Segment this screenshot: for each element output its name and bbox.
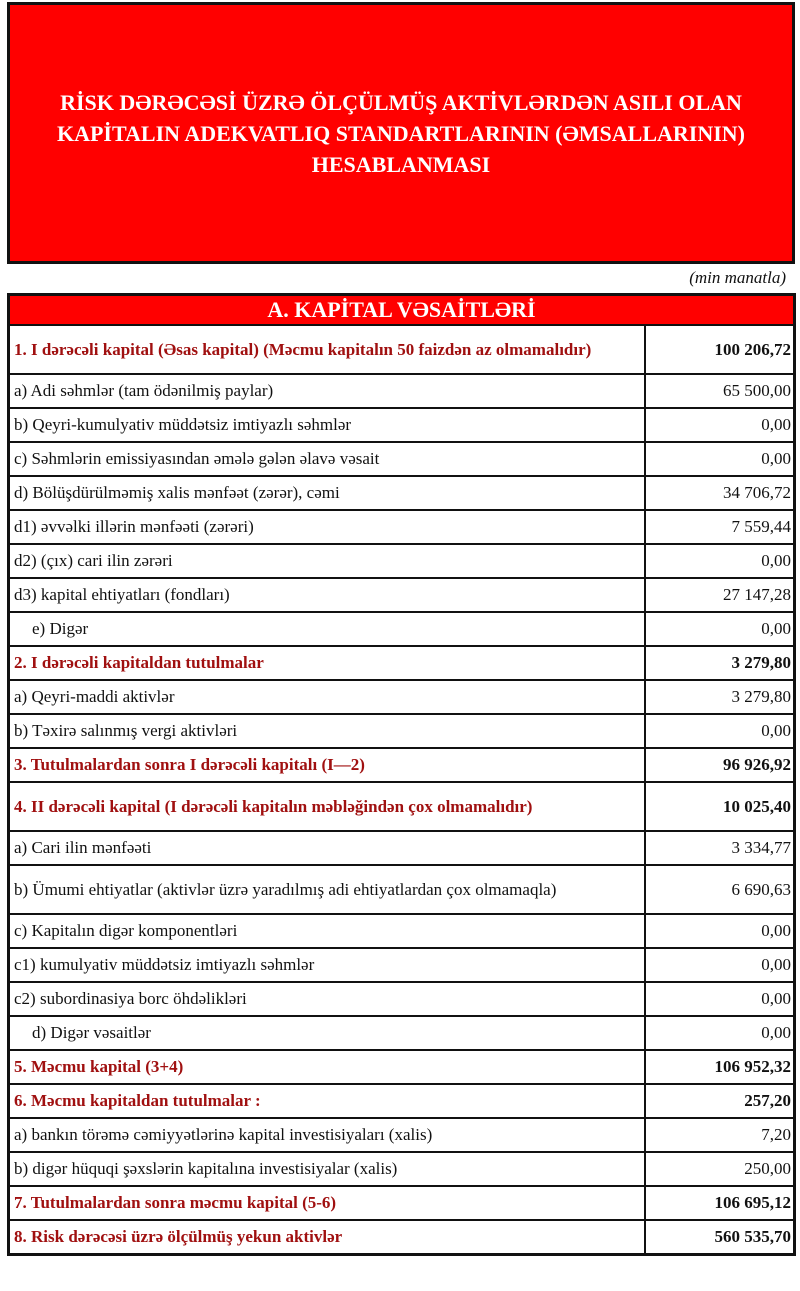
row-value: 560 535,70	[644, 1219, 796, 1256]
row-value: 0,00	[644, 441, 796, 477]
row-label: d1) əvvəlki illərin mənfəəti (zərəri)	[7, 509, 646, 545]
row-value: 0,00	[644, 407, 796, 443]
table-row: 8. Risk dərəcəsi üzrə ölçülmüş yekun akt…	[7, 1219, 796, 1256]
row-label: 6. Məcmu kapitaldan tutulmalar :	[7, 1083, 646, 1119]
table-row: c) Səhmlərin emissiyasından əmələ gələn …	[7, 441, 796, 477]
row-label: 1. I dərəcəli kapital (Əsas kapital) (Mə…	[7, 324, 646, 375]
row-label: a) Cari ilin mənfəəti	[7, 830, 646, 866]
row-value: 7,20	[644, 1117, 796, 1153]
table-row: d1) əvvəlki illərin mənfəəti (zərəri) 7 5…	[7, 509, 796, 545]
row-label: a) Adi səhmlər (tam ödənilmiş paylar)	[7, 373, 646, 409]
table-row: 6. Məcmu kapitaldan tutulmalar :257,20	[7, 1083, 796, 1119]
row-value: 106 952,32	[644, 1049, 796, 1085]
row-label: d3) kapital ehtiyatları (fondları)	[7, 577, 646, 613]
row-value: 3 279,80	[644, 645, 796, 681]
row-value: 0,00	[644, 947, 796, 983]
table-row: 5. Məcmu kapital (3+4) 106 952,32	[7, 1049, 796, 1085]
capital-table: A. KAPİTAL VƏSAİTLƏRİ 1. I dərəcəli kapi…	[7, 293, 796, 1256]
table-row: 4. II dərəcəli kapital (I dərəcəli kapit…	[7, 781, 796, 832]
table-row: b) Ümumi ehtiyatlar (aktivlər üzrə yarad…	[7, 864, 796, 915]
row-label: c) Kapitalın digər komponentləri	[7, 913, 646, 949]
row-value: 106 695,12	[644, 1185, 796, 1221]
table-row: a) Cari ilin mənfəəti 3 334,77	[7, 830, 796, 866]
table-row: 1. I dərəcəli kapital (Əsas kapital) (Mə…	[7, 324, 796, 375]
row-value: 257,20	[644, 1083, 796, 1119]
row-value: 100 206,72	[644, 324, 796, 375]
row-value: 6 690,63	[644, 864, 796, 915]
row-label: 4. II dərəcəli kapital (I dərəcəli kapit…	[7, 781, 646, 832]
row-label: c2) subordinasiya borc öhdəlikləri	[7, 981, 646, 1017]
report-title-text: RİSK DƏRƏCƏSİ ÜZRƏ ÖLÇÜLMÜŞ AKTİVLƏRDƏN …	[56, 89, 745, 177]
row-value: 27 147,28	[644, 577, 796, 613]
row-label: b) Qeyri-kumulyativ müddətsiz imtiyazlı …	[7, 407, 646, 443]
row-value: 3 334,77	[644, 830, 796, 866]
table-row: d) Bölüşdürülməmiş xalis mənfəət (zərər)…	[7, 475, 796, 511]
row-value: 0,00	[644, 981, 796, 1017]
row-label: e) Digər	[7, 611, 646, 647]
row-label: 8. Risk dərəcəsi üzrə ölçülmüş yekun akt…	[7, 1219, 646, 1256]
row-value: 7 559,44	[644, 509, 796, 545]
unit-label: (min manatla)	[689, 268, 786, 287]
row-label: 5. Məcmu kapital (3+4)	[7, 1049, 646, 1085]
row-label: c) Səhmlərin emissiyasından əmələ gələn …	[7, 441, 646, 477]
row-label: 3. Tutulmalardan sonra I dərəcəli kapita…	[7, 747, 646, 783]
row-value: 65 500,00	[644, 373, 796, 409]
row-value: 3 279,80	[644, 679, 796, 715]
row-label: a) Qeyri-maddi aktivlər	[7, 679, 646, 715]
row-value: 96 926,92	[644, 747, 796, 783]
table-row: b) digər hüquqi şəxslərin kapitalına inv…	[7, 1151, 796, 1187]
row-value: 250,00	[644, 1151, 796, 1187]
row-value: 10 025,40	[644, 781, 796, 832]
row-label: c1) kumulyativ müddətsiz imtiyazlı səhml…	[7, 947, 646, 983]
table-row: d3) kapital ehtiyatları (fondları) 27 147…	[7, 577, 796, 613]
table-row: 7. Tutulmalardan sonra məcmu kapital (5-…	[7, 1185, 796, 1221]
row-value: 0,00	[644, 1015, 796, 1051]
table-row: d2) (çıx) cari ilin zərəri 0,00	[7, 543, 796, 579]
table-row: c1) kumulyativ müddətsiz imtiyazlı səhml…	[7, 947, 796, 983]
row-value: 34 706,72	[644, 475, 796, 511]
row-label: b) Təxirə salınmış vergi aktivləri	[7, 713, 646, 749]
row-value: 0,00	[644, 713, 796, 749]
table-row: a) bankın törəmə cəmiyyətlərinə kapital …	[7, 1117, 796, 1153]
row-label: d) Digər vəsaitlər	[7, 1015, 646, 1051]
row-value: 0,00	[644, 611, 796, 647]
row-label: b) Ümumi ehtiyatlar (aktivlər üzrə yarad…	[7, 864, 646, 915]
row-value: 0,00	[644, 913, 796, 949]
table-row: d) Digər vəsaitlər 0,00	[7, 1015, 796, 1051]
table-row: c) Kapitalın digər komponentləri 0,00	[7, 913, 796, 949]
report-title: RİSK DƏRƏCƏSİ ÜZRƏ ÖLÇÜLMÜŞ AKTİVLƏRDƏN …	[7, 2, 795, 264]
row-label: 7. Tutulmalardan sonra məcmu kapital (5-…	[7, 1185, 646, 1221]
row-label: b) digər hüquqi şəxslərin kapitalına inv…	[7, 1151, 646, 1187]
table-row: b) Təxirə salınmış vergi aktivləri 0,00	[7, 713, 796, 749]
row-label: a) bankın törəmə cəmiyyətlərinə kapital …	[7, 1117, 646, 1153]
table-row: a) Qeyri-maddi aktivlər 3 279,80	[7, 679, 796, 715]
table-row: 3. Tutulmalardan sonra I dərəcəli kapita…	[7, 747, 796, 783]
row-value: 0,00	[644, 543, 796, 579]
section-header: A. KAPİTAL VƏSAİTLƏRİ	[7, 293, 796, 326]
table-row: 2. I dərəcəli kapitaldan tutulmalar 3 279…	[7, 645, 796, 681]
table-row: b) Qeyri-kumulyativ müddətsiz imtiyazlı …	[7, 407, 796, 443]
table-row: a) Adi səhmlər (tam ödənilmiş paylar) 65 …	[7, 373, 796, 409]
row-label: d) Bölüşdürülməmiş xalis mənfəət (zərər)…	[7, 475, 646, 511]
table-row: e) Digər 0,00	[7, 611, 796, 647]
table-row: c2) subordinasiya borc öhdəlikləri 0,00	[7, 981, 796, 1017]
row-label: d2) (çıx) cari ilin zərəri	[7, 543, 646, 579]
row-label: 2. I dərəcəli kapitaldan tutulmalar	[7, 645, 646, 681]
